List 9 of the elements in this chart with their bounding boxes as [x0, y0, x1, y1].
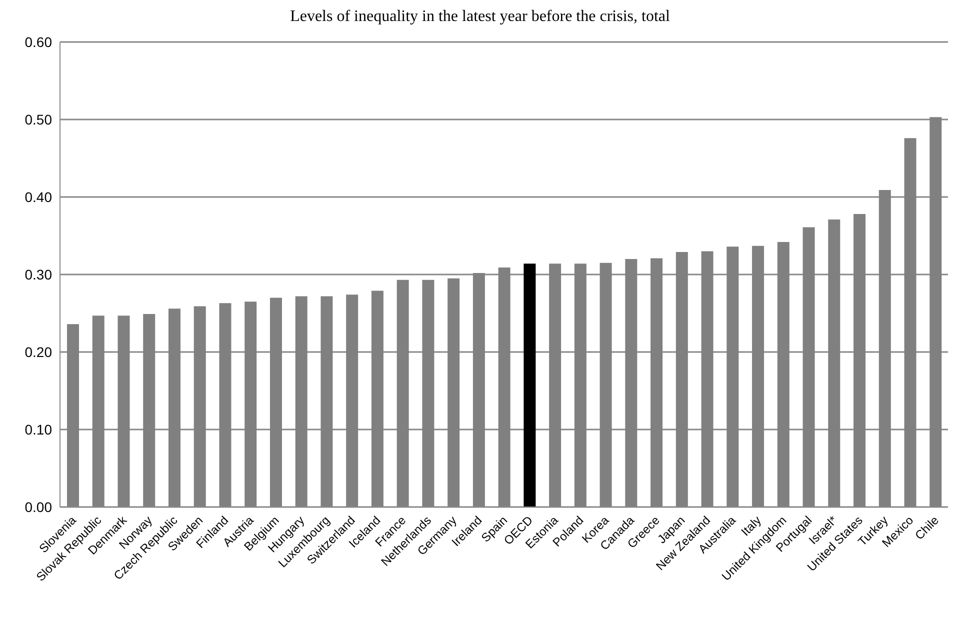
- y-tick-label: 0.20: [24, 344, 52, 360]
- y-tick-label: 0.00: [24, 498, 52, 515]
- y-tick-label: 0.60: [24, 34, 52, 50]
- bar: [524, 264, 536, 507]
- chart-title: Levels of inequality in the latest year before the crisis, total: [289, 8, 671, 27]
- y-tick-label: 0.50: [24, 111, 52, 128]
- y-tick-label: 0.30: [24, 266, 52, 282]
- y-tick-label: 0.10: [24, 421, 52, 438]
- y-tick-label: 0.40: [24, 188, 52, 205]
